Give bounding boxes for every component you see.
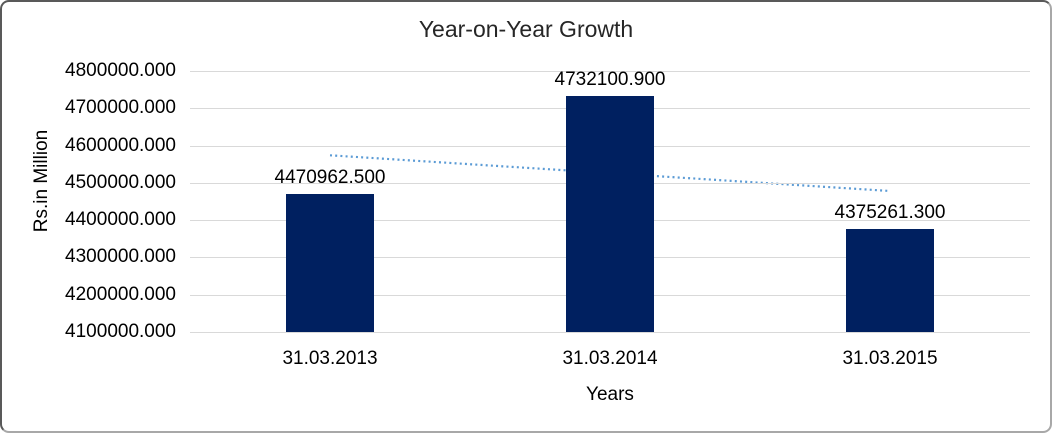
bar-31.03.2013: [286, 193, 374, 332]
bar-value-label: 4375261.300: [834, 202, 946, 224]
bar-31.03.2014: [566, 96, 654, 332]
x-tick-label: 31.03.2014: [562, 348, 658, 369]
bar-31.03.2015: [846, 229, 934, 332]
y-tick-label: 4100000.000: [65, 321, 176, 342]
y-tick-label: 4200000.000: [65, 283, 176, 305]
bar-value-label: 4470962.500: [274, 166, 386, 188]
x-tick-label: 31.03.2013: [282, 348, 378, 369]
chart-title: Year-on-Year Growth: [418, 16, 634, 42]
x-axis-title: Years: [586, 384, 634, 405]
y-tick-label: 4400000.000: [65, 209, 176, 231]
y-tick-label: 4300000.000: [65, 246, 176, 268]
gridline: [190, 71, 1030, 72]
bar-value-label: 4732100.900: [554, 69, 666, 91]
x-tick-label: 31.03.2015: [842, 348, 938, 369]
y-tick-label: 4700000.000: [65, 97, 176, 119]
y-tick-label: 4600000.000: [65, 134, 176, 156]
gridline: [190, 332, 1030, 333]
y-tick-label: 4500000.000: [65, 171, 176, 193]
y-tick-label: 4800000.000: [65, 60, 176, 81]
